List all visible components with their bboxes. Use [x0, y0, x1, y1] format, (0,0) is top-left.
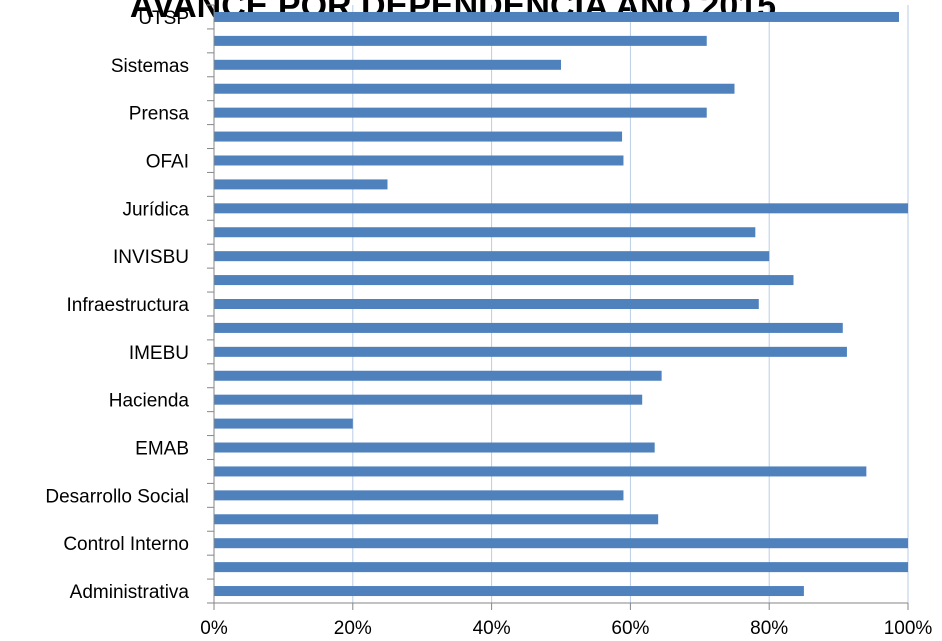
x-tick-label: 100% — [884, 618, 933, 639]
bar — [214, 83, 735, 94]
bar — [214, 227, 756, 238]
y-tick-label: EMAB — [135, 439, 189, 460]
bar — [214, 466, 867, 477]
bar — [214, 418, 353, 429]
x-tick-label: 40% — [473, 618, 511, 639]
bar — [214, 538, 908, 549]
y-tick-label: Sistemas — [111, 56, 189, 77]
bar — [214, 370, 662, 381]
bar — [214, 442, 655, 453]
x-tick-label: 0% — [200, 618, 228, 639]
x-tick-label: 80% — [750, 618, 788, 639]
y-tick-label: Hacienda — [109, 391, 190, 412]
bar — [214, 346, 847, 357]
y-tick-label: Prensa — [129, 104, 190, 125]
x-tick-label: 20% — [334, 618, 372, 639]
bar — [214, 179, 388, 190]
bar — [214, 586, 804, 597]
bars — [214, 11, 908, 597]
bar — [214, 59, 561, 70]
bar — [214, 514, 659, 525]
axes — [213, 5, 908, 604]
bar — [214, 275, 794, 286]
y-tick-label: UTSP — [138, 8, 189, 29]
bar — [214, 322, 843, 333]
bar — [214, 35, 707, 46]
bar — [214, 131, 623, 142]
bar — [214, 490, 624, 501]
x-tick-label: 60% — [611, 618, 649, 639]
y-tick-label: IMEBU — [129, 343, 189, 364]
bar — [214, 203, 908, 214]
y-tick-label: Administrativa — [70, 582, 190, 603]
y-tick-label: INVISBU — [113, 247, 189, 268]
y-tick-label: Infraestructura — [67, 295, 190, 316]
bar — [214, 11, 899, 22]
bar — [214, 251, 770, 262]
bar — [214, 394, 643, 405]
bar — [214, 107, 707, 118]
y-ticks: Administrativa Control Interno Desarrollo … — [45, 4, 214, 604]
bar — [214, 299, 759, 309]
y-tick-label: Control Interno — [63, 534, 189, 555]
y-tick-label: Desarrollo Social — [45, 486, 189, 507]
bar — [214, 155, 624, 166]
x-ticks: 0% 20% 40% 60% 80% 100% — [200, 603, 932, 639]
y-tick-label: OFAI — [146, 151, 189, 172]
bar — [214, 562, 908, 573]
y-tick-label: Jurídica — [122, 199, 189, 220]
